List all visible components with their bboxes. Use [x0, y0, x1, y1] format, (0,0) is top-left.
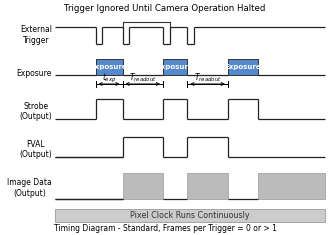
Text: Exposure: Exposure: [224, 64, 261, 70]
Text: $t_{exp}$: $t_{exp}$: [102, 71, 116, 85]
Text: Strobe
(Output): Strobe (Output): [19, 102, 52, 121]
Text: Trigger Ignored Until Camera Operation Halted: Trigger Ignored Until Camera Operation H…: [64, 4, 266, 13]
Bar: [55, 209, 325, 222]
Text: External
Trigger: External Trigger: [20, 25, 52, 45]
Text: $T_{readout}$: $T_{readout}$: [194, 72, 221, 84]
Bar: [228, 59, 257, 75]
Text: FVAL
(Output): FVAL (Output): [19, 140, 52, 159]
Text: Pixel Clock Runs Continuously: Pixel Clock Runs Continuously: [130, 211, 250, 220]
Text: Exposure: Exposure: [157, 64, 193, 70]
Text: Exposure: Exposure: [16, 69, 52, 78]
Bar: [187, 173, 228, 199]
Text: $T_{readout}$: $T_{readout}$: [129, 72, 157, 84]
Text: Exposure: Exposure: [91, 64, 127, 70]
Bar: [95, 59, 122, 75]
Text: Image Data
(Output): Image Data (Output): [7, 178, 52, 198]
Bar: [122, 173, 163, 199]
Bar: [257, 173, 325, 199]
Text: Timing Diagram - Standard, Frames per Trigger = 0 or > 1: Timing Diagram - Standard, Frames per Tr…: [53, 224, 277, 233]
Bar: [163, 59, 187, 75]
